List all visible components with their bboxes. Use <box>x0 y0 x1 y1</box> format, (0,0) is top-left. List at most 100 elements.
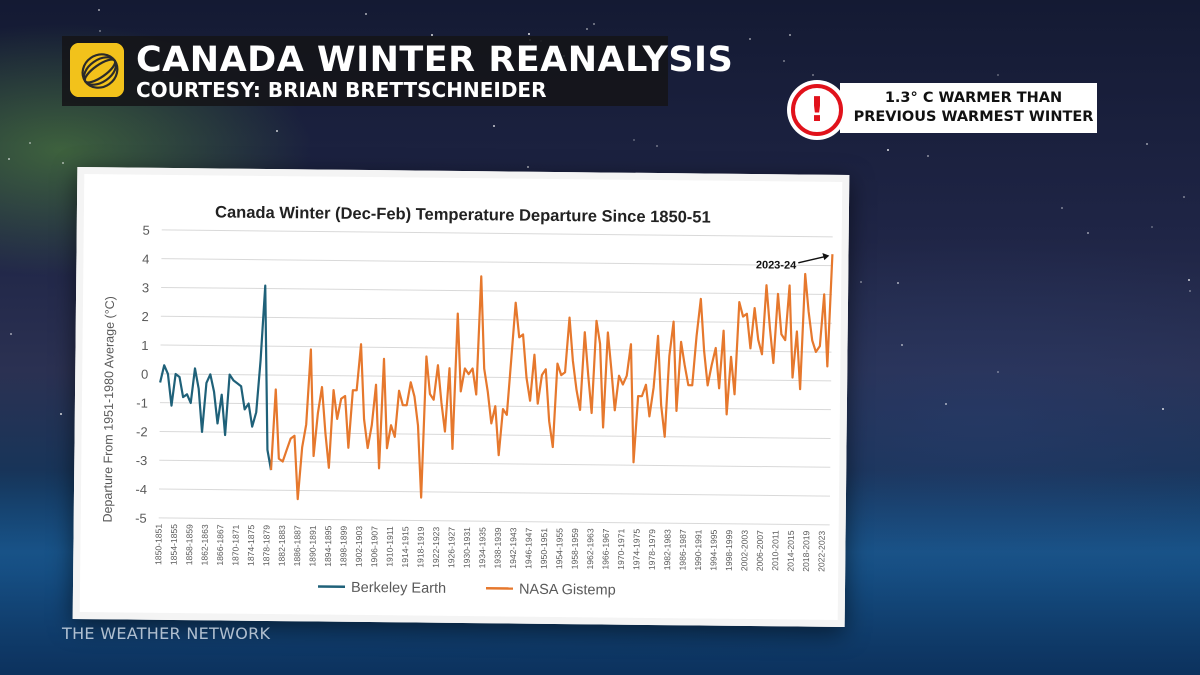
star <box>749 38 751 40</box>
star <box>8 158 10 160</box>
x-tick-label: 1998-1999 <box>724 530 734 571</box>
chart-annotation: 2023-24 <box>756 253 830 272</box>
star <box>62 162 64 164</box>
x-tick-label: 2014-2015 <box>785 530 795 571</box>
x-tick-label: 1926-1927 <box>446 527 456 568</box>
star <box>1162 408 1164 410</box>
chart-series <box>159 254 834 501</box>
x-tick-label: 1982-1983 <box>662 529 672 570</box>
y-axis-ticks: 5 4 3 2 1 0 -1 -2 -3 -4 -5 <box>135 223 150 526</box>
x-tick-label: 2022-2023 <box>816 531 826 572</box>
x-tick-label: 1966-1967 <box>600 528 610 569</box>
watermark-text: THE WEATHER NETWORK <box>62 624 271 643</box>
chart-legend: Berkeley Earth NASA Gistemp <box>317 580 616 599</box>
gridline <box>159 430 831 439</box>
star <box>431 34 433 36</box>
series-line-nasa-gistemp <box>269 254 834 501</box>
star <box>1146 143 1148 145</box>
star <box>897 282 899 284</box>
x-tick-label: 1906-1907 <box>369 526 379 567</box>
star <box>997 371 999 373</box>
annotation-arrow-line <box>798 255 828 264</box>
x-tick-label: 2002-2003 <box>739 530 749 571</box>
star <box>527 166 529 168</box>
x-tick-label: 1894-1895 <box>323 525 333 566</box>
x-tick-label: 1886-1887 <box>292 525 302 566</box>
star <box>60 413 62 415</box>
star <box>812 74 814 76</box>
star <box>276 130 278 132</box>
x-tick-label: 1970-1971 <box>616 528 626 569</box>
x-tick-label: 2006-2007 <box>755 530 765 571</box>
star <box>927 155 929 157</box>
twn-sun-logo-icon <box>70 43 124 97</box>
star <box>783 60 785 62</box>
title-banner: CANADA WINTER REANALYSIS COURTESY: BRIAN… <box>62 36 733 106</box>
annotation-label: 2023-24 <box>756 259 797 271</box>
chart-title: Canada Winter (Dec-Feb) Temperature Depa… <box>215 203 711 226</box>
alert-text: 1.3° C WARMER THAN PREVIOUS WARMEST WINT… <box>840 89 1097 127</box>
star <box>593 23 595 25</box>
star <box>1189 290 1191 292</box>
gridline <box>158 517 830 526</box>
star <box>99 30 101 32</box>
alert-icon-ring <box>791 84 843 136</box>
gridline <box>159 459 831 468</box>
x-tick-label: 1866-1867 <box>215 524 225 565</box>
star <box>493 125 495 127</box>
x-tick-label: 1898-1899 <box>338 526 348 567</box>
y-tick-label: 2 <box>142 309 149 324</box>
star <box>945 403 947 405</box>
x-tick-label: 1878-1879 <box>261 525 271 566</box>
x-tick-label: 1862-1863 <box>199 524 209 565</box>
x-tick-label: 1918-1919 <box>415 526 425 567</box>
star <box>633 139 635 141</box>
star <box>586 28 588 30</box>
star <box>365 13 367 15</box>
x-tick-label: 1902-1903 <box>354 526 364 567</box>
x-tick-label: 1958-1959 <box>570 528 580 569</box>
star <box>997 74 999 76</box>
star <box>901 344 903 346</box>
gridline <box>161 286 833 295</box>
chart-grid <box>158 229 833 526</box>
star <box>1188 279 1190 281</box>
x-tick-label: 1854-1855 <box>169 524 179 565</box>
logo-graphic <box>70 43 124 97</box>
page-subtitle: COURTESY: BRIAN BRETTSCHNEIDER <box>136 78 547 102</box>
alert-icon-mark: ! <box>809 90 825 130</box>
star <box>1183 196 1185 198</box>
chart-svg: Canada Winter (Dec-Feb) Temperature Depa… <box>101 203 834 599</box>
x-tick-label: 1922-1923 <box>431 526 441 567</box>
x-tick-label: 1974-1975 <box>631 529 641 570</box>
gridline <box>160 344 832 353</box>
x-tick-label: 1962-1963 <box>585 528 595 569</box>
x-tick-label: 1986-1987 <box>678 529 688 570</box>
y-tick-label: -3 <box>136 453 148 468</box>
y-tick-label: 0 <box>141 367 148 382</box>
x-tick-label: 1994-1995 <box>708 529 718 570</box>
y-tick-label: 3 <box>142 280 149 295</box>
y-tick-label: 4 <box>142 251 149 266</box>
star <box>1061 207 1063 209</box>
star <box>1151 226 1153 228</box>
x-tick-label: 1950-1951 <box>539 528 549 569</box>
exclamation-icon: ! <box>787 80 847 140</box>
star <box>10 333 12 335</box>
gridline <box>160 315 832 324</box>
x-tick-label: 1946-1947 <box>523 527 533 568</box>
gridline <box>159 488 830 497</box>
x-tick-label: 1938-1939 <box>492 527 502 568</box>
x-tick-label: 1942-1943 <box>508 527 518 568</box>
alert-banner: 1.3° C WARMER THAN PREVIOUS WARMEST WINT… <box>840 83 1097 133</box>
y-tick-label: 1 <box>141 338 148 353</box>
x-tick-label: 1910-1911 <box>385 526 395 567</box>
legend-label-berkeley-earth: Berkeley Earth <box>351 580 446 597</box>
x-tick-label: 1874-1875 <box>246 525 256 566</box>
y-tick-label: -4 <box>135 482 147 497</box>
x-tick-label: 1890-1891 <box>307 525 317 566</box>
star <box>887 149 889 151</box>
legend-label-nasa-gistemp: NASA Gistemp <box>519 582 616 599</box>
star <box>860 281 862 283</box>
x-tick-label: 1978-1979 <box>647 529 657 570</box>
